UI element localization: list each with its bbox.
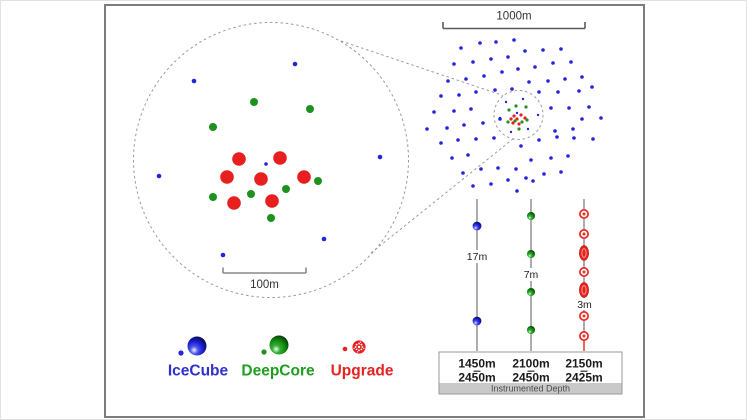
overview-scale-label: 1000m <box>496 11 531 23</box>
string-icecube: 17m <box>463 199 491 351</box>
magnifier-line-lower <box>370 138 514 254</box>
mini-icecube-dots <box>498 97 540 134</box>
string-deepcore-spacing-label: 7m <box>524 269 539 281</box>
deepcore-dom-icon <box>269 335 289 355</box>
detail-scale-label: 100m <box>250 279 279 291</box>
upgrade-module-snowflake-icon <box>352 340 366 354</box>
detail-circle <box>133 22 409 298</box>
icecube-dom-icon <box>187 336 207 356</box>
overview-icecube-dots <box>425 38 603 193</box>
depth-col1-top: 1450m <box>458 357 495 371</box>
legend-item-deepcore: DeepCore <box>241 335 315 380</box>
detail-upgrade-dots <box>220 151 311 210</box>
detail-scale-bar <box>222 267 307 274</box>
overview-mini-circle <box>493 90 544 140</box>
depth-col2-top: 2100m <box>512 357 549 371</box>
magnifier-line-upper <box>340 40 504 96</box>
depth-col3-bottom: 2425m <box>565 371 602 385</box>
depth-col3-top: 2150m <box>565 357 602 371</box>
overview-scale-bar <box>442 22 586 30</box>
deepcore-string-dot-icon <box>261 349 267 355</box>
depth-col1-bottom: 2450m <box>458 371 495 385</box>
legend-label-upgrade: Upgrade <box>331 363 394 380</box>
legend: IceCube DeepCore Upgrade <box>168 335 394 380</box>
legend-item-icecube: IceCube <box>168 336 229 380</box>
legend-item-upgrade: Upgrade <box>331 340 394 380</box>
mini-deepcore-dots <box>506 104 529 131</box>
depth-table-caption: Instrumented Depth <box>491 384 570 394</box>
detail-deepcore-dots <box>209 98 322 222</box>
mini-upgrade-dots <box>509 113 527 126</box>
depth-col2-bottom: 2450m <box>512 371 549 385</box>
legend-label-icecube: IceCube <box>168 363 229 380</box>
string-upgrade-spacing-label: 3m <box>577 299 592 311</box>
detail-icecube-dots <box>156 61 383 258</box>
string-upgrade: 3m <box>572 199 597 351</box>
upgrade-string-dot-icon <box>342 346 348 352</box>
depth-table: 1450m 2450m 2100m 2450m 2150m 2425m Inst… <box>438 351 623 395</box>
string-deepcore: 7m <box>519 199 543 351</box>
legend-label-deepcore: DeepCore <box>241 363 315 380</box>
string-icecube-spacing-label: 17m <box>467 251 488 263</box>
icecube-string-dot-icon <box>178 350 184 356</box>
